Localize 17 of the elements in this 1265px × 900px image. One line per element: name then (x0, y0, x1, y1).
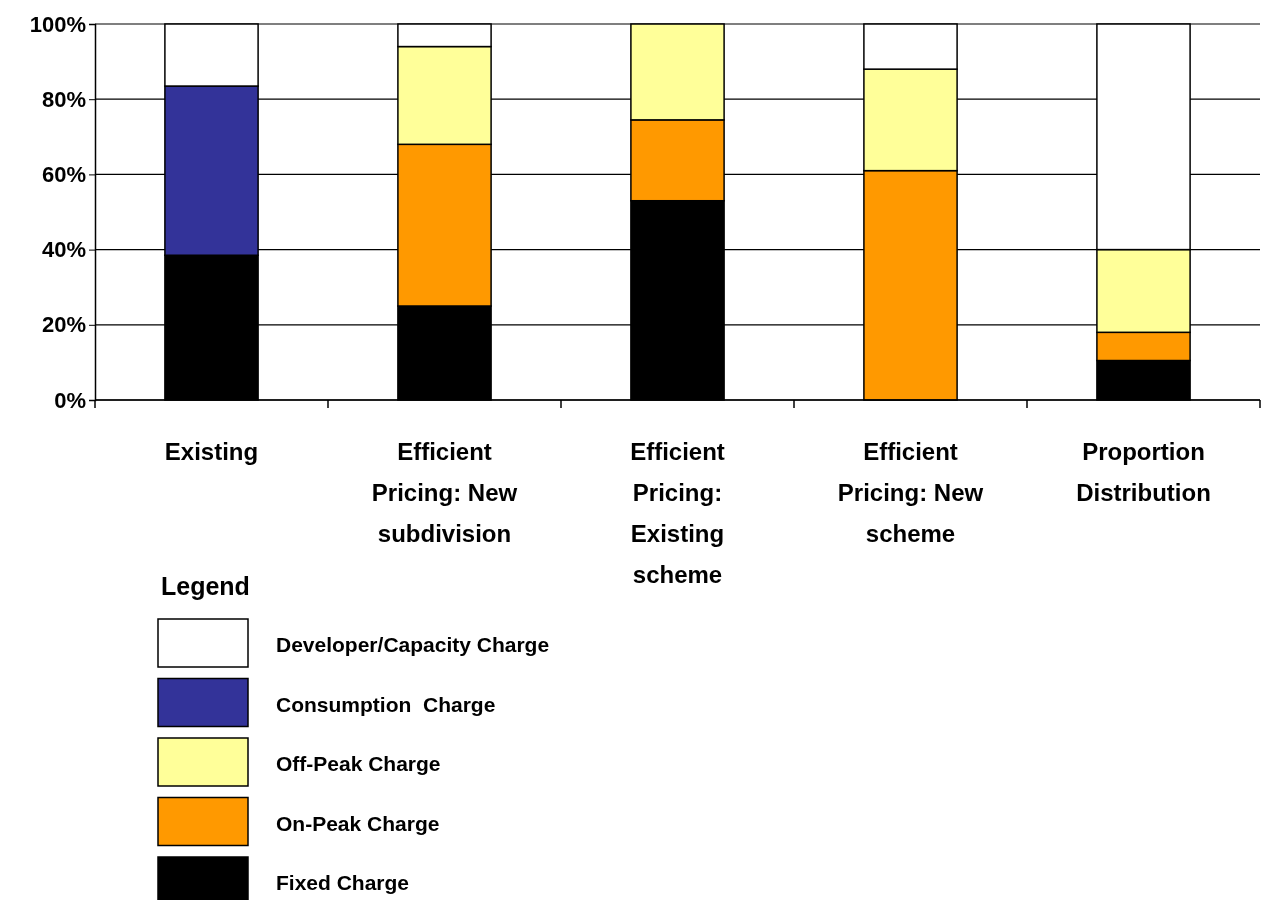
y-tick-label: 20% (41, 312, 86, 338)
legend-label: Fixed Charge (276, 871, 410, 894)
x-tick-label: Existing (164, 438, 259, 465)
y-tick-label: 0% (54, 387, 86, 413)
legend-title: Legend (161, 572, 250, 600)
y-tick-label: 40% (41, 237, 86, 263)
x-tick-label: Efficient Pricing: New subdivision (371, 438, 518, 547)
y-tick-label: 100% (29, 11, 86, 37)
x-tick-label: Efficient Pricing: New scheme (837, 438, 984, 547)
legend-label: Off-Peak Charge (276, 752, 441, 775)
y-tick-label: 60% (41, 161, 86, 187)
x-tick-label: Proportion Distribution (1076, 438, 1211, 506)
x-tick-label: Efficient Pricing: Existing scheme (630, 438, 725, 588)
legend-label: On-Peak Charge (276, 811, 440, 835)
legend-label: Consumption Charge (276, 692, 496, 716)
y-tick-label: 80% (41, 86, 86, 112)
legend-label: Developer/Capacity Charge (276, 633, 550, 656)
